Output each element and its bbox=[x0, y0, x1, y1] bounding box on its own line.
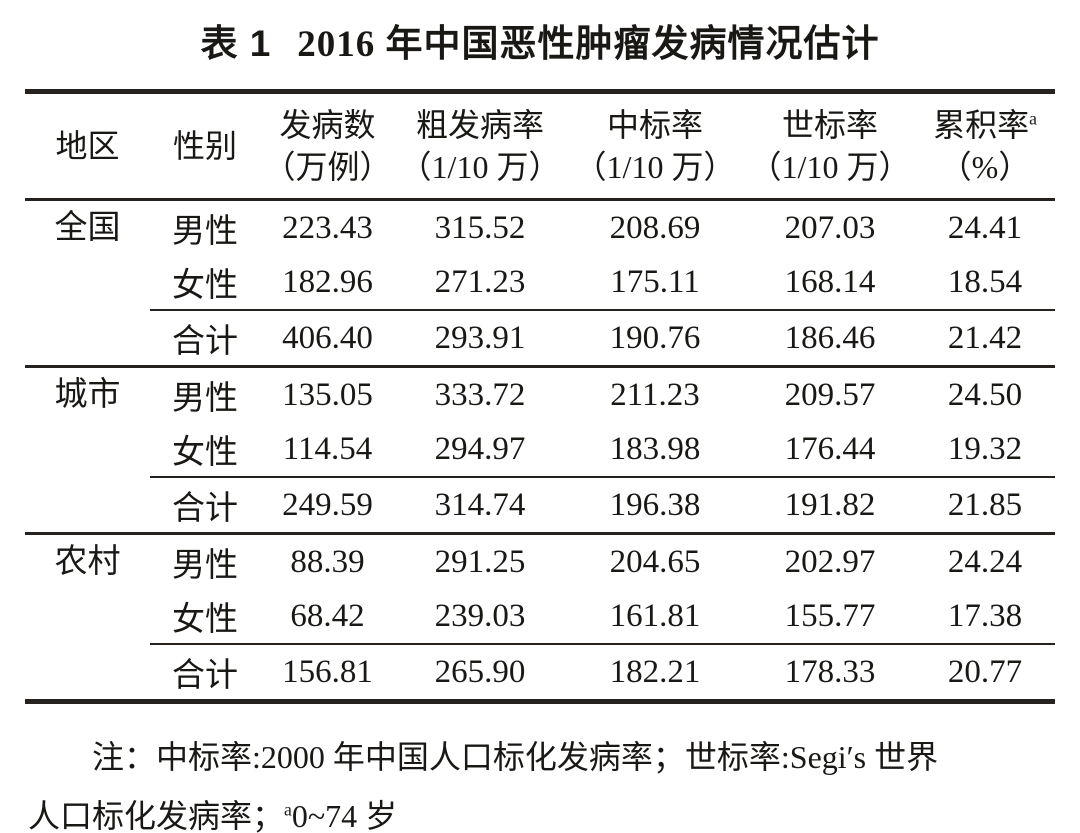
cell-world-asr: 209.57 bbox=[745, 365, 915, 422]
cell-china-asr: 182.21 bbox=[565, 643, 745, 702]
header-label: 粗发病率 bbox=[415, 107, 544, 143]
cell-cases: 88.39 bbox=[260, 532, 395, 589]
cell-sex: 女性 bbox=[172, 268, 238, 304]
cell-cumulative-rate: 17.38 bbox=[947, 597, 1023, 634]
cell-world-asr: 191.82 bbox=[745, 476, 915, 534]
header-cumulative-rate: 累积率a （%） bbox=[915, 91, 1055, 201]
cell-china-asr: 161.81 bbox=[609, 597, 701, 634]
table-title-text: 2016 年中国恶性肿瘤发病情况估计 bbox=[297, 24, 880, 65]
cell-sex: 男性 bbox=[172, 214, 238, 250]
cell-crude-rate: 271.23 bbox=[434, 263, 526, 300]
cell-region: 城市 bbox=[25, 365, 150, 534]
cell-cases: 68.42 bbox=[290, 597, 365, 634]
cell-crude-rate: 294.97 bbox=[434, 430, 526, 467]
cell-crude-rate: 293.91 bbox=[395, 309, 565, 367]
cell-cases: 156.81 bbox=[260, 643, 395, 702]
cell-region: 全国 bbox=[54, 210, 121, 246]
header-region: 地区 bbox=[25, 91, 150, 201]
cell-cumulative-rate: 20.77 bbox=[915, 643, 1055, 702]
header-row: 地区 性别 发病数 （万例） 粗发病率 （1/10 万） 中标率 （1/10 万） 世… bbox=[25, 91, 1055, 201]
cell-cumulative-rate: 24.50 bbox=[915, 365, 1055, 422]
table-row-rural-male: 农村 男性 88.39 291.25 204.65 202.97 24.24 bbox=[25, 532, 1055, 702]
footnote-text: 注：中标率:2000 年中国人口标化发病率；世标率:Segi′s 世界 bbox=[92, 739, 939, 775]
header-crude-rate: 粗发病率 （1/10 万） bbox=[395, 91, 565, 201]
cell-sex: 合计 bbox=[150, 476, 260, 534]
cell-cases: 249.59 bbox=[260, 476, 395, 534]
footnote-superscript: a bbox=[284, 799, 292, 820]
cell-world-asr: 168.14 bbox=[784, 263, 876, 300]
cell-crude-rate: 315.52 bbox=[434, 209, 526, 246]
table-row-urban-total: 合计 249.59 314.74 196.38 191.82 21.85 bbox=[25, 476, 1055, 534]
cell-cases: 223.43 bbox=[282, 209, 373, 246]
cell-world-asr: 186.46 bbox=[745, 309, 915, 367]
cell-china-asr: 204.65 bbox=[565, 532, 745, 589]
footnote-text: 0~74 岁 bbox=[291, 798, 398, 833]
incidence-table: 地区 性别 发病数 （万例） 粗发病率 （1/10 万） 中标率 （1/10 万） 世… bbox=[25, 89, 1055, 704]
table-row-urban-female: 女性 114.54 294.97 183.98 176.44 19.32 bbox=[25, 422, 1055, 477]
header-label: 世标率 bbox=[781, 107, 878, 143]
cell-cases: 135.05 bbox=[260, 365, 395, 422]
table-row-national-male: 全国 男性 223.43 315.52 208.69 207.03 24.41 bbox=[25, 200, 1055, 256]
table-number: 表 1 bbox=[200, 23, 272, 64]
header-label: 地区 bbox=[55, 128, 120, 164]
cell-china-asr: 190.76 bbox=[565, 309, 745, 367]
cell-cumulative-rate: 24.41 bbox=[947, 209, 1023, 246]
cell-cumulative-rate: 18.54 bbox=[947, 263, 1023, 300]
cell-cumulative-rate: 19.32 bbox=[947, 430, 1023, 467]
table-row-rural-female: 女性 68.42 239.03 161.81 155.77 17.38 bbox=[25, 589, 1055, 644]
header-unit: （1/10 万） bbox=[574, 149, 736, 185]
table-row-national-total: 合计 406.40 293.91 190.76 186.46 21.42 bbox=[25, 309, 1055, 367]
cell-cases: 182.96 bbox=[282, 263, 373, 300]
header-label: 中标率 bbox=[606, 107, 703, 143]
cell-sex: 合计 bbox=[150, 309, 260, 367]
cell-crude-rate: 265.90 bbox=[395, 643, 565, 702]
cell-world-asr: 155.77 bbox=[784, 597, 876, 634]
cell-cumulative-rate: 24.24 bbox=[915, 532, 1055, 589]
cell-world-asr: 178.33 bbox=[745, 643, 915, 702]
cell-crude-rate: 291.25 bbox=[395, 532, 565, 589]
header-sex: 性别 bbox=[150, 91, 260, 201]
cell-region: 农村 bbox=[25, 532, 150, 702]
header-label: 累积率 bbox=[933, 107, 1030, 143]
header-unit: （%） bbox=[939, 149, 1031, 185]
table-row-national-female: 女性 182.96 271.23 175.11 168.14 18.54 bbox=[25, 255, 1055, 310]
cell-crude-rate: 239.03 bbox=[434, 597, 526, 634]
footnote: 注：中标率:2000 年中国人口标化发病率；世标率:Segi′s 世界 人口标化… bbox=[28, 728, 1048, 833]
header-unit: （1/10 万） bbox=[749, 149, 911, 185]
header-unit: （1/10 万） bbox=[399, 149, 561, 185]
header-label: 性别 bbox=[172, 128, 237, 164]
header-china-asr: 中标率 （1/10 万） bbox=[565, 91, 745, 201]
table-row-urban-male: 城市 男性 135.05 333.72 211.23 209.57 24.50 bbox=[25, 365, 1055, 534]
cell-sex: 合计 bbox=[150, 643, 260, 702]
footnote-line-2: 人口标化发病率；a0~74 岁 bbox=[28, 787, 1048, 833]
header-cases: 发病数 （万例） bbox=[260, 91, 395, 201]
header-world-asr: 世标率 （1/10 万） bbox=[745, 91, 915, 201]
cell-china-asr: 183.98 bbox=[609, 430, 701, 467]
cell-china-asr: 208.69 bbox=[609, 209, 701, 246]
cell-sex: 女性 bbox=[172, 435, 238, 471]
cell-crude-rate: 333.72 bbox=[395, 365, 565, 422]
cell-sex: 男性 bbox=[150, 365, 260, 422]
cell-cases: 406.40 bbox=[260, 309, 395, 367]
footnote-line-1: 注：中标率:2000 年中国人口标化发病率；世标率:Segi′s 世界 bbox=[28, 728, 1048, 787]
cell-cumulative-rate: 21.85 bbox=[915, 476, 1055, 534]
header-label: 发病数 bbox=[279, 107, 376, 143]
cell-cumulative-rate: 21.42 bbox=[915, 309, 1055, 367]
cell-sex: 男性 bbox=[150, 532, 260, 589]
footnote-text: 人口标化发病率； bbox=[28, 798, 285, 833]
cell-sex: 女性 bbox=[172, 602, 238, 638]
cell-china-asr: 211.23 bbox=[565, 365, 745, 422]
cell-china-asr: 196.38 bbox=[565, 476, 745, 534]
cell-world-asr: 207.03 bbox=[784, 209, 876, 246]
table-title: 表 1 2016 年中国恶性肿瘤发病情况估计 bbox=[0, 0, 1080, 67]
cell-cases: 114.54 bbox=[282, 430, 373, 467]
header-superscript: a bbox=[1029, 108, 1037, 129]
cell-china-asr: 175.11 bbox=[610, 263, 700, 300]
cell-crude-rate: 314.74 bbox=[395, 476, 565, 534]
cell-world-asr: 202.97 bbox=[745, 532, 915, 589]
table-row-rural-total: 合计 156.81 265.90 182.21 178.33 20.77 bbox=[25, 643, 1055, 702]
cell-world-asr: 176.44 bbox=[784, 430, 876, 467]
header-unit: （万例） bbox=[263, 149, 392, 185]
